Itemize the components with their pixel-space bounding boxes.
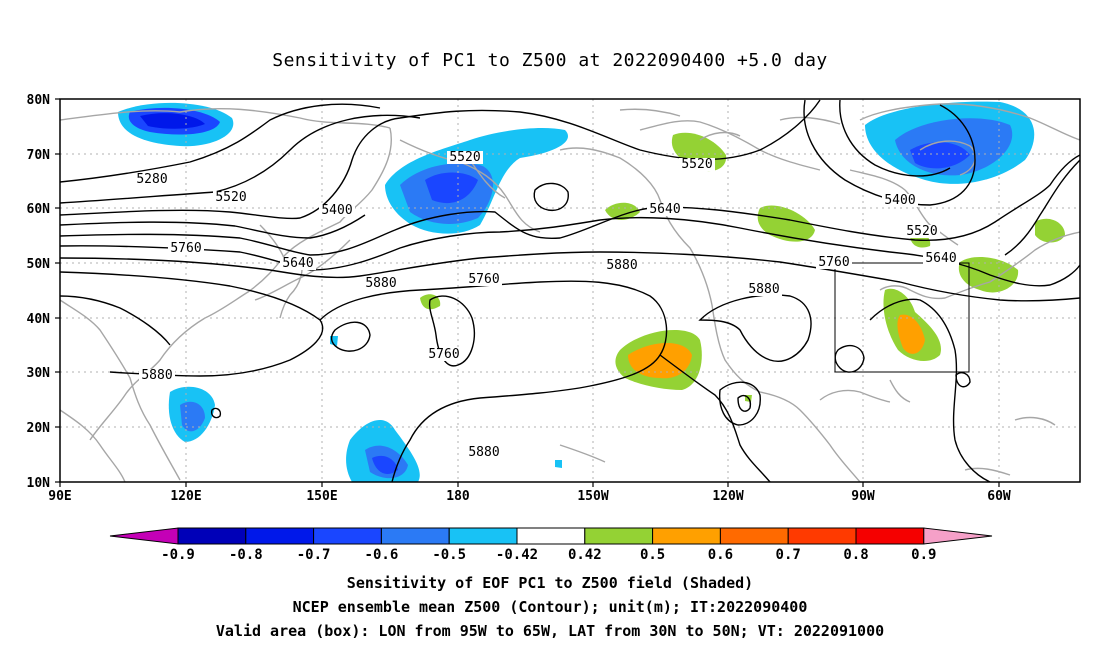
colorbar-label: -0.6 (365, 547, 399, 563)
contour-label: 5880 (141, 368, 172, 383)
contour-label-background (904, 225, 940, 238)
caption-valid-area: Valid area (box): LON from 95W to 65W, L… (215, 622, 885, 640)
contour-label: 5520 (215, 190, 246, 205)
axis-ticks (55, 98, 1000, 487)
lat-tick-label: 30N (27, 366, 51, 381)
colorbar-swatch (448, 527, 518, 545)
coastlines (60, 103, 1080, 482)
contour-label-background (604, 259, 640, 272)
colorbar-label: -0.42 (496, 547, 538, 563)
colorbar-swatch (245, 527, 315, 545)
colorbar-label: 0.5 (640, 547, 665, 563)
colorbar-swatch (719, 527, 789, 545)
lat-tick-label: 50N (27, 257, 51, 272)
contour-label: 5520 (906, 224, 937, 239)
negative-shading (118, 101, 1035, 482)
lon-axis: 90E 120E 150E 180 150W 120W 90W 60W (48, 489, 1011, 504)
contour-label: 5520 (449, 150, 480, 165)
contour-label-background (168, 242, 204, 255)
colorbar-swatch (855, 527, 925, 545)
contour-label: 5760 (428, 347, 459, 362)
lon-tick-label: 150E (306, 489, 337, 504)
contour-label-background (134, 173, 170, 186)
contour-label: 5640 (282, 256, 313, 271)
lon-tick-label: 90E (48, 489, 71, 504)
colorbar-label: 0.8 (843, 547, 868, 563)
colorbar-label: 0.42 (568, 547, 602, 563)
contour-label-background (280, 257, 316, 270)
contour-label: 5400 (321, 203, 352, 218)
contour-label-background (679, 158, 715, 171)
contour-label: 5640 (649, 202, 680, 217)
colorbar-high-extend (923, 527, 993, 545)
colorbar-low-extend (109, 527, 179, 545)
colorbar-swatch (177, 527, 247, 545)
contour-label-background (647, 203, 683, 216)
contour-label-background (923, 252, 959, 265)
graticule (60, 99, 1080, 482)
colorbar-label: 0.6 (708, 547, 733, 563)
contour-label: 5880 (468, 445, 499, 460)
colorbar-swatch (652, 527, 721, 545)
contour-label: 5880 (365, 276, 396, 291)
contour-label-background (139, 369, 175, 382)
colorbar-swatch (313, 527, 382, 545)
lon-tick-label: 90W (851, 489, 875, 504)
colorbar-label: -0.8 (229, 547, 263, 563)
contour-label-background (466, 446, 502, 459)
lat-tick-label: 20N (27, 421, 51, 436)
contour-label-background (363, 277, 399, 290)
lat-tick-label: 60N (27, 202, 51, 217)
contour-label: 5880 (606, 258, 637, 273)
lon-tick-label: 150W (577, 489, 608, 504)
contour-label-background (746, 283, 782, 296)
contour-label: 5640 (925, 251, 956, 266)
colorbar-swatch (787, 527, 857, 545)
contour-label: 5400 (884, 193, 915, 208)
lat-axis: 80N 70N 60N 50N 40N 30N 20N 10N (27, 93, 51, 491)
contour-label-background (319, 204, 355, 217)
colorbar-swatch (584, 527, 654, 545)
contour-label-background (213, 191, 249, 204)
valid-area-box (834, 262, 970, 373)
contour-label: 5520 (681, 157, 712, 172)
contour-label: 5280 (136, 172, 167, 187)
contour-label-background (426, 348, 462, 361)
colorbar-swatch (380, 527, 450, 545)
lon-tick-label: 120E (170, 489, 201, 504)
caption-shading: Sensitivity of EOF PC1 to Z500 field (Sh… (346, 574, 754, 592)
contour-label: 5880 (748, 282, 779, 297)
colorbar-swatch (516, 527, 586, 545)
colorbar-label: -0.9 (161, 547, 195, 563)
contour-label-background (882, 194, 918, 207)
contour-label-background (466, 273, 502, 286)
contour-label: 5760 (468, 272, 499, 287)
contour-label: 5760 (170, 241, 201, 256)
caption-contour: NCEP ensemble mean Z500 (Contour); unit(… (292, 598, 808, 616)
contour-label-background (447, 151, 483, 164)
lon-tick-label: 60W (987, 489, 1011, 504)
colorbar: -0.9 -0.8 -0.7 -0.6 -0.5 -0.42 0.42 0.5 0.6 0.7 0.… (109, 527, 993, 563)
colorbar-label: -0.7 (297, 547, 331, 563)
contour-labels: 5280 5520 5520 5520 5400 5400 5520 5640 5640 5640… (134, 150, 959, 460)
colorbar-label: 0.9 (911, 547, 936, 563)
contour-label: 5760 (818, 255, 849, 270)
figure-title: Sensitivity of PC1 to Z500 at 2022090400… (272, 50, 828, 71)
lon-tick-label: 120W (712, 489, 743, 504)
colorbar-label: -0.5 (432, 547, 466, 563)
plot-frame (59, 98, 1081, 483)
lat-tick-label: 80N (27, 93, 51, 108)
lat-tick-label: 70N (27, 148, 51, 163)
colorbar-label: 0.7 (776, 547, 801, 563)
contour-label-background (816, 256, 852, 269)
lat-tick-label: 10N (27, 476, 51, 491)
lat-tick-label: 40N (27, 312, 51, 327)
lon-tick-label: 180 (446, 489, 470, 504)
